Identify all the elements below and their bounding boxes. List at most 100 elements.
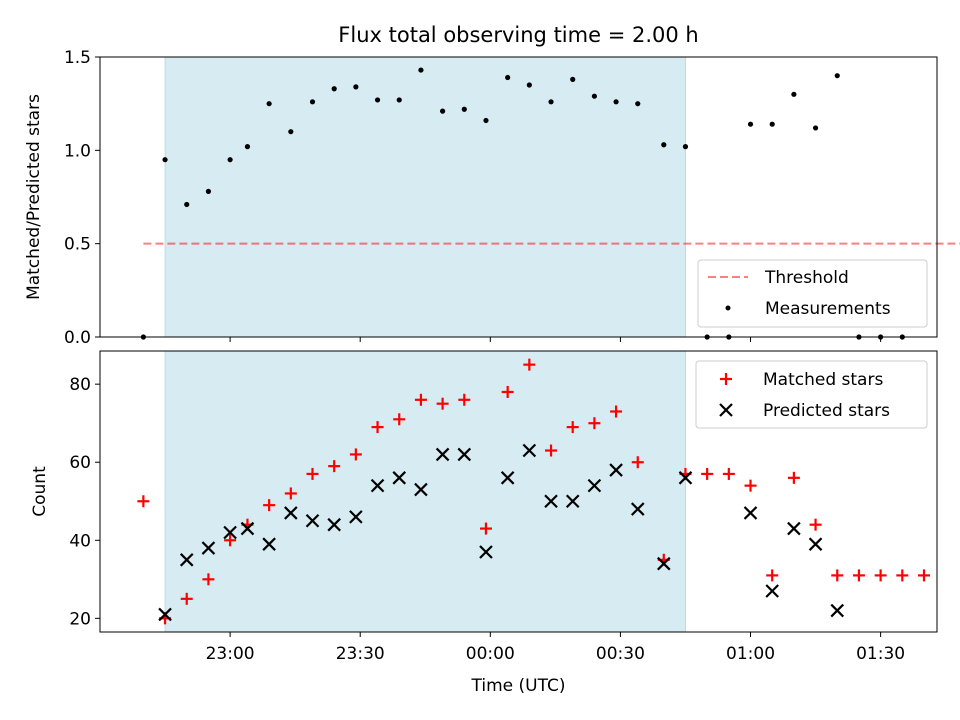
bottom-y-tick-label: 60 xyxy=(69,453,91,473)
legend-threshold-label: Threshold xyxy=(764,268,849,288)
predicted-star-point xyxy=(500,471,515,485)
predicted-star-point xyxy=(305,513,320,528)
matched-star-point xyxy=(809,518,822,531)
top-legend-box xyxy=(697,259,928,328)
measurement-point xyxy=(483,117,489,124)
top-y-tick-label: 1.5 xyxy=(64,48,91,68)
top-y-tick-label: 1.0 xyxy=(64,141,91,161)
predicted-star-point xyxy=(370,478,385,493)
predicted-star-point xyxy=(657,556,671,571)
predicted-star-point xyxy=(587,478,602,493)
measurement-point xyxy=(288,129,294,135)
legend-measurements-label: Measurements xyxy=(765,299,891,319)
predicted-star-point xyxy=(565,494,580,509)
measurement-point xyxy=(747,121,754,127)
predicted-star-point xyxy=(435,447,450,462)
predicted-star-point xyxy=(158,607,172,622)
bottom-axes-frame xyxy=(99,350,938,633)
matched-star-point xyxy=(501,385,514,398)
matched-star-point xyxy=(874,569,887,582)
bottom-x-tick-label: 01:00 xyxy=(726,644,775,664)
matched-star-point xyxy=(896,569,909,582)
predicted-star-point xyxy=(414,482,428,497)
measurement-point xyxy=(418,67,424,73)
measurement-point xyxy=(591,93,597,99)
legend-x-mark xyxy=(719,403,733,417)
matched-star-point xyxy=(458,393,471,406)
bottom-y-axis-label: Count xyxy=(30,466,50,517)
x-axis-label: Time (UTC) xyxy=(471,676,566,696)
matched-star-point xyxy=(436,397,449,410)
bottom-x-tick-label: 00:00 xyxy=(466,644,515,664)
matched-star-point xyxy=(180,592,193,605)
measurement-point xyxy=(682,144,689,150)
matched-star-point xyxy=(523,358,536,371)
legend-predicted-swatch xyxy=(719,403,733,417)
matched-star-point xyxy=(393,413,406,426)
predicted-star-point xyxy=(349,510,363,524)
matched-star-point xyxy=(787,471,800,484)
matched-star-point xyxy=(766,569,779,582)
matched-star-point xyxy=(588,417,601,430)
bottom-x-tick-label: 23:30 xyxy=(336,644,385,664)
predicted-star-point xyxy=(678,471,693,485)
legend-plus-mark xyxy=(720,373,732,385)
measurement-point xyxy=(635,101,641,107)
measurement-point xyxy=(331,86,337,92)
predicted-star-point xyxy=(743,506,758,520)
bottom-y-tick-label: 40 xyxy=(69,531,91,551)
top-y-tick-label: 0.5 xyxy=(64,235,91,255)
matched-star-point xyxy=(852,569,865,582)
measurement-point xyxy=(812,125,819,131)
matched-star-point xyxy=(349,448,362,461)
matched-star-point xyxy=(202,573,215,586)
predicted-star-point xyxy=(544,494,558,509)
predicted-star-point xyxy=(787,521,801,536)
top-x-ticks xyxy=(229,337,882,342)
matched-star-point xyxy=(610,405,623,418)
measurement-point xyxy=(205,188,212,194)
matched-star-point xyxy=(284,487,297,500)
matched-star-point xyxy=(831,569,844,582)
measurement-point xyxy=(461,106,467,112)
matched-star-point xyxy=(137,495,150,508)
matched-star-point xyxy=(722,467,735,480)
predicted-star-point xyxy=(630,502,645,516)
chart-title: Flux total observing time = 2.00 h xyxy=(338,23,698,47)
matched-star-point xyxy=(479,522,492,535)
matched-star-point xyxy=(744,479,757,492)
bottom-x-ticks: 23:00 23:30 00:00 00:30 01:00 01:30 xyxy=(206,632,905,664)
matched-star-point xyxy=(414,393,427,406)
predicted-star-point xyxy=(392,471,407,485)
predicted-star-point xyxy=(240,521,255,536)
measurement-point xyxy=(505,74,511,81)
bottom-x-tick-label: 23:00 xyxy=(206,644,255,664)
matched-star-point xyxy=(917,569,930,582)
legend-matched-label: Matched stars xyxy=(763,370,883,390)
measurement-point xyxy=(184,201,190,208)
predicted-star-point xyxy=(457,447,472,462)
measurement-point xyxy=(440,108,446,114)
observing-window-shade-bottom xyxy=(164,350,686,633)
bottom-legend: Matched stars Predicted stars xyxy=(695,360,928,429)
predicted-star-point xyxy=(223,525,237,540)
measurement-point xyxy=(769,121,775,127)
observing-window-shade xyxy=(164,56,686,338)
top-axes-frame xyxy=(99,56,938,338)
bottom-y-tick-label: 80 xyxy=(69,375,91,395)
measurement-point xyxy=(396,97,402,103)
bottom-legend-box xyxy=(695,360,928,429)
legend-predicted-label: Predicted stars xyxy=(763,401,890,421)
measurement-point xyxy=(309,99,316,105)
matched-star-point xyxy=(263,499,276,512)
count-points xyxy=(137,358,930,625)
matched-star-point xyxy=(306,467,319,480)
measurement-point xyxy=(834,73,840,79)
measurement-point xyxy=(266,101,272,107)
top-y-tick-label: 0.0 xyxy=(64,328,91,348)
measurement-point xyxy=(570,76,576,82)
predicted-star-point xyxy=(284,506,298,520)
predicted-star-point xyxy=(808,537,823,551)
measurement-point xyxy=(374,97,381,103)
